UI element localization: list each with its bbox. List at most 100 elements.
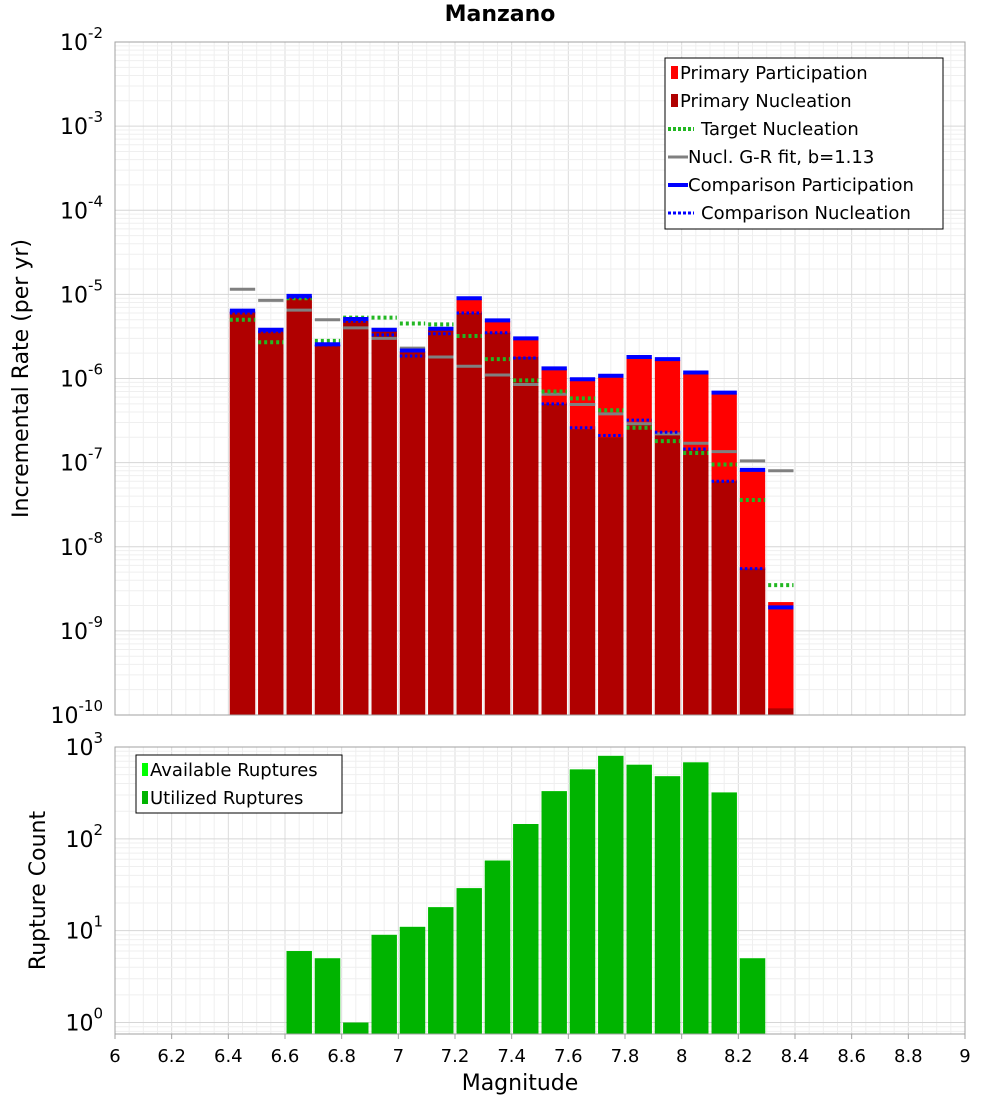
y-tick-base: 10 (65, 828, 93, 853)
legend-top (664, 57, 944, 230)
legend-label: Primary Participation (680, 63, 868, 84)
bar-primary-nucleation (343, 319, 369, 715)
bar-utilized-ruptures (513, 824, 539, 1034)
bar-primary-nucleation (513, 357, 539, 715)
bar-primary-nucleation (371, 330, 397, 715)
bar-utilized-ruptures (343, 1022, 369, 1034)
y-tick-base: 10 (51, 704, 79, 729)
y-tick-label: 10-4 (60, 192, 103, 224)
legend-label: Primary Nucleation (680, 91, 852, 112)
y-tick-base: 10 (60, 31, 88, 56)
x-tick-label: 7.2 (441, 1046, 470, 1067)
bar-primary-nucleation (739, 568, 766, 715)
y-tick-label: 10-5 (60, 276, 103, 308)
bar-utilized-ruptures (711, 792, 737, 1034)
bar-primary-nucleation (456, 313, 482, 715)
plot-frame (114, 41, 966, 716)
bar-utilized-ruptures (399, 926, 426, 1034)
y-tick-exponent: -9 (88, 613, 103, 631)
y-tick-label: 10-7 (60, 445, 103, 477)
bar-primary-nucleation (654, 433, 681, 715)
y-tick-label: 102 (65, 821, 103, 853)
y-tick-label: 101 (65, 913, 103, 945)
y-tick-base: 10 (65, 1012, 93, 1037)
x-tick-label: 8.4 (781, 1046, 810, 1067)
y-tick-label: 10-9 (60, 613, 103, 645)
bar-utilized-ruptures (598, 755, 624, 1034)
bar-utilized-ruptures (683, 762, 709, 1034)
y-axis-label-top: Incremental Rate (per yr) (9, 239, 34, 518)
y-tick-exponent: 1 (93, 913, 103, 931)
x-tick-label: 8 (676, 1046, 687, 1067)
bar-utilized-ruptures (739, 958, 766, 1034)
y-tick-exponent: 2 (93, 821, 103, 839)
y-tick-exponent: -3 (88, 108, 103, 126)
bar-primary-nucleation (598, 437, 624, 715)
y-tick-base: 10 (60, 199, 88, 224)
y-tick-label: 10-2 (60, 24, 103, 56)
y-tick-exponent: -2 (88, 24, 103, 42)
y-tick-exponent: -8 (88, 529, 103, 547)
bar-utilized-ruptures (541, 791, 567, 1034)
bar-primary-nucleation (314, 345, 341, 715)
bar-primary-nucleation (541, 403, 567, 715)
x-tick-label: 7 (393, 1046, 404, 1067)
legend-label: Nucl. G-R fit, b=1.13 (688, 147, 874, 168)
bar-primary-nucleation (258, 330, 284, 715)
x-tick-label: 8.8 (894, 1046, 923, 1067)
bar-utilized-ruptures (371, 934, 397, 1034)
chart-title: Manzano (444, 2, 556, 27)
y-tick-label: 103 (65, 729, 103, 761)
bar-primary-nucleation (626, 422, 652, 715)
y-tick-base: 10 (60, 115, 88, 140)
bar-primary-nucleation (399, 351, 426, 715)
y-tick-base: 10 (60, 620, 88, 645)
bar-utilized-ruptures (286, 951, 312, 1034)
y-tick-base: 10 (60, 536, 88, 561)
bar-primary-nucleation (428, 329, 454, 715)
y-tick-exponent: -5 (88, 276, 103, 294)
y-tick-exponent: 0 (93, 1005, 103, 1023)
legend-label: Comparison Nucleation (701, 203, 911, 224)
y-tick-label: 10-8 (60, 529, 103, 561)
bar-primary-nucleation (683, 450, 709, 715)
bar-primary-nucleation (711, 481, 737, 715)
y-tick-exponent: -6 (88, 361, 103, 379)
x-tick-label: 8.6 (837, 1046, 866, 1067)
x-tick-label: 7.6 (554, 1046, 583, 1067)
legend-swatch-primary-nucleation (671, 94, 678, 107)
bar-primary-nucleation (569, 429, 596, 715)
x-tick-label: 8.2 (724, 1046, 753, 1067)
y-tick-label: 10-6 (60, 361, 103, 393)
bar-utilized-ruptures (428, 907, 454, 1034)
bar-utilized-ruptures (314, 958, 341, 1034)
y-tick-base: 10 (60, 452, 88, 477)
bar-utilized-ruptures (626, 764, 652, 1034)
bar-primary-nucleation (768, 708, 794, 715)
bar-primary-nucleation (229, 311, 256, 715)
x-tick-label: 7.4 (497, 1046, 526, 1067)
legend-swatch (142, 791, 148, 804)
y-tick-label: 10-10 (51, 697, 104, 729)
y-tick-exponent: -4 (88, 192, 103, 210)
y-tick-exponent: -7 (88, 445, 103, 463)
legend-label: Target Nucleation (700, 119, 859, 140)
y-axis-label-bottom: Rupture Count (26, 811, 51, 971)
legend-label: Utilized Ruptures (150, 788, 303, 809)
bar-utilized-ruptures (654, 776, 681, 1034)
x-tick-label: 9 (959, 1046, 970, 1067)
y-tick-label: 100 (65, 1005, 103, 1037)
plot-frame (114, 746, 966, 1035)
x-tick-label: 6.4 (214, 1046, 243, 1067)
x-tick-label: 7.8 (611, 1046, 640, 1067)
bar-primary-nucleation (286, 296, 312, 715)
y-tick-base: 10 (65, 920, 93, 945)
legend-bottom (135, 754, 343, 814)
x-tick-label: 6.8 (327, 1046, 356, 1067)
x-tick-label: 6.6 (271, 1046, 300, 1067)
y-tick-label: 10-3 (60, 108, 103, 140)
bar-primary-participation (768, 602, 794, 715)
x-tick-label: 6 (109, 1046, 120, 1067)
